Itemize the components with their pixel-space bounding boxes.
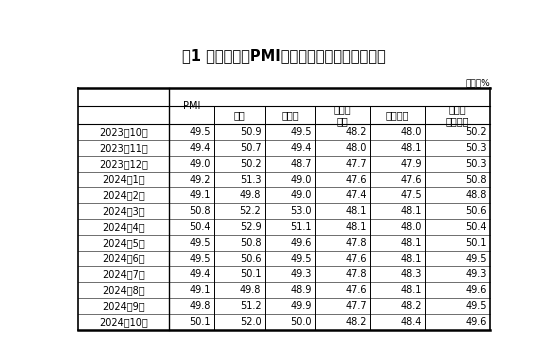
Text: 49.5: 49.5 <box>290 253 312 264</box>
Text: 2024年7月: 2024年7月 <box>102 269 145 279</box>
Text: 2024年5月: 2024年5月 <box>102 238 145 248</box>
Text: 49.0: 49.0 <box>290 174 312 185</box>
Text: 50.7: 50.7 <box>240 143 261 153</box>
Text: 47.6: 47.6 <box>345 253 367 264</box>
Text: 50.9: 50.9 <box>240 127 261 137</box>
Text: 表1 中国制造业PMI及构成指数（经季节调整）: 表1 中国制造业PMI及构成指数（经季节调整） <box>182 48 386 63</box>
Text: 49.5: 49.5 <box>465 253 486 264</box>
Text: 50.8: 50.8 <box>189 206 211 216</box>
Text: 新订单: 新订单 <box>281 110 299 120</box>
Text: 50.1: 50.1 <box>465 238 486 248</box>
Text: 50.6: 50.6 <box>465 206 486 216</box>
Text: 生产: 生产 <box>234 110 245 120</box>
Text: 47.8: 47.8 <box>345 269 367 279</box>
Text: 48.1: 48.1 <box>345 206 367 216</box>
Text: 49.0: 49.0 <box>189 159 211 169</box>
Text: 48.2: 48.2 <box>401 301 422 311</box>
Text: 48.1: 48.1 <box>401 253 422 264</box>
Text: 49.5: 49.5 <box>290 127 312 137</box>
Text: 50.2: 50.2 <box>465 127 486 137</box>
Text: 2024年8月: 2024年8月 <box>102 285 145 295</box>
Text: 51.1: 51.1 <box>290 222 312 232</box>
Text: 2024年6月: 2024年6月 <box>102 253 145 264</box>
Text: 50.8: 50.8 <box>465 174 486 185</box>
Text: 48.2: 48.2 <box>345 127 367 137</box>
Text: 单位：%: 单位：% <box>465 78 490 87</box>
Text: 48.0: 48.0 <box>345 143 367 153</box>
Text: 2024年1月: 2024年1月 <box>102 174 145 185</box>
Text: 供应商
配送时间: 供应商 配送时间 <box>446 105 469 126</box>
Text: 49.3: 49.3 <box>465 269 486 279</box>
Text: 50.0: 50.0 <box>290 317 312 327</box>
Text: 50.8: 50.8 <box>240 238 261 248</box>
Text: 47.5: 47.5 <box>400 190 422 200</box>
Text: 47.7: 47.7 <box>345 301 367 311</box>
Text: 48.1: 48.1 <box>401 206 422 216</box>
Text: 49.6: 49.6 <box>465 285 486 295</box>
Text: 2024年9月: 2024年9月 <box>102 301 145 311</box>
Text: 51.3: 51.3 <box>240 174 261 185</box>
Text: 49.4: 49.4 <box>189 269 211 279</box>
Text: 48.1: 48.1 <box>401 238 422 248</box>
Text: 48.0: 48.0 <box>401 127 422 137</box>
Text: 49.4: 49.4 <box>189 143 211 153</box>
Text: 48.1: 48.1 <box>345 222 367 232</box>
Text: 50.3: 50.3 <box>465 159 486 169</box>
Text: 50.6: 50.6 <box>240 253 261 264</box>
Text: 52.0: 52.0 <box>240 317 261 327</box>
Text: 49.8: 49.8 <box>240 285 261 295</box>
Text: 49.3: 49.3 <box>290 269 312 279</box>
Text: 47.6: 47.6 <box>401 174 422 185</box>
Text: 50.1: 50.1 <box>189 317 211 327</box>
Text: 49.6: 49.6 <box>290 238 312 248</box>
Text: 49.0: 49.0 <box>290 190 312 200</box>
Text: 52.9: 52.9 <box>240 222 261 232</box>
Text: 49.5: 49.5 <box>189 253 211 264</box>
Text: 2024年3月: 2024年3月 <box>102 206 145 216</box>
Text: 49.8: 49.8 <box>189 301 211 311</box>
Text: 2024年2月: 2024年2月 <box>102 190 145 200</box>
Text: 47.6: 47.6 <box>345 174 367 185</box>
Text: 2024年4月: 2024年4月 <box>102 222 145 232</box>
Text: 49.5: 49.5 <box>465 301 486 311</box>
Text: 47.6: 47.6 <box>345 285 367 295</box>
Text: 49.1: 49.1 <box>189 285 211 295</box>
Text: 47.8: 47.8 <box>345 238 367 248</box>
Text: 48.0: 48.0 <box>401 222 422 232</box>
Text: 2023年10月: 2023年10月 <box>99 127 148 137</box>
Text: 49.6: 49.6 <box>465 317 486 327</box>
Text: 50.4: 50.4 <box>465 222 486 232</box>
Text: 51.2: 51.2 <box>240 301 261 311</box>
Text: 48.2: 48.2 <box>345 317 367 327</box>
Text: 50.3: 50.3 <box>465 143 486 153</box>
Text: 47.4: 47.4 <box>345 190 367 200</box>
Text: 49.5: 49.5 <box>189 238 211 248</box>
Text: 47.7: 47.7 <box>345 159 367 169</box>
Text: 2024年10月: 2024年10月 <box>99 317 148 327</box>
Text: 2023年11月: 2023年11月 <box>99 143 148 153</box>
Text: 49.8: 49.8 <box>240 190 261 200</box>
Text: 2023年12月: 2023年12月 <box>99 159 148 169</box>
Text: 原材料
库存: 原材料 库存 <box>334 105 351 126</box>
Text: 48.7: 48.7 <box>290 159 312 169</box>
Text: 48.1: 48.1 <box>401 285 422 295</box>
Text: 50.4: 50.4 <box>189 222 211 232</box>
Text: PMI: PMI <box>183 101 201 111</box>
Text: 47.9: 47.9 <box>401 159 422 169</box>
Text: 49.5: 49.5 <box>189 127 211 137</box>
Text: 50.1: 50.1 <box>240 269 261 279</box>
Text: 49.1: 49.1 <box>189 190 211 200</box>
Text: 49.2: 49.2 <box>189 174 211 185</box>
Text: 48.8: 48.8 <box>465 190 486 200</box>
Text: 48.3: 48.3 <box>401 269 422 279</box>
Text: 从业人员: 从业人员 <box>386 110 409 120</box>
Text: 48.9: 48.9 <box>290 285 312 295</box>
Text: 53.0: 53.0 <box>290 206 312 216</box>
Text: 52.2: 52.2 <box>239 206 261 216</box>
Text: 48.4: 48.4 <box>401 317 422 327</box>
Text: 50.2: 50.2 <box>240 159 261 169</box>
Text: 49.9: 49.9 <box>290 301 312 311</box>
Text: 48.1: 48.1 <box>401 143 422 153</box>
Text: 49.4: 49.4 <box>290 143 312 153</box>
